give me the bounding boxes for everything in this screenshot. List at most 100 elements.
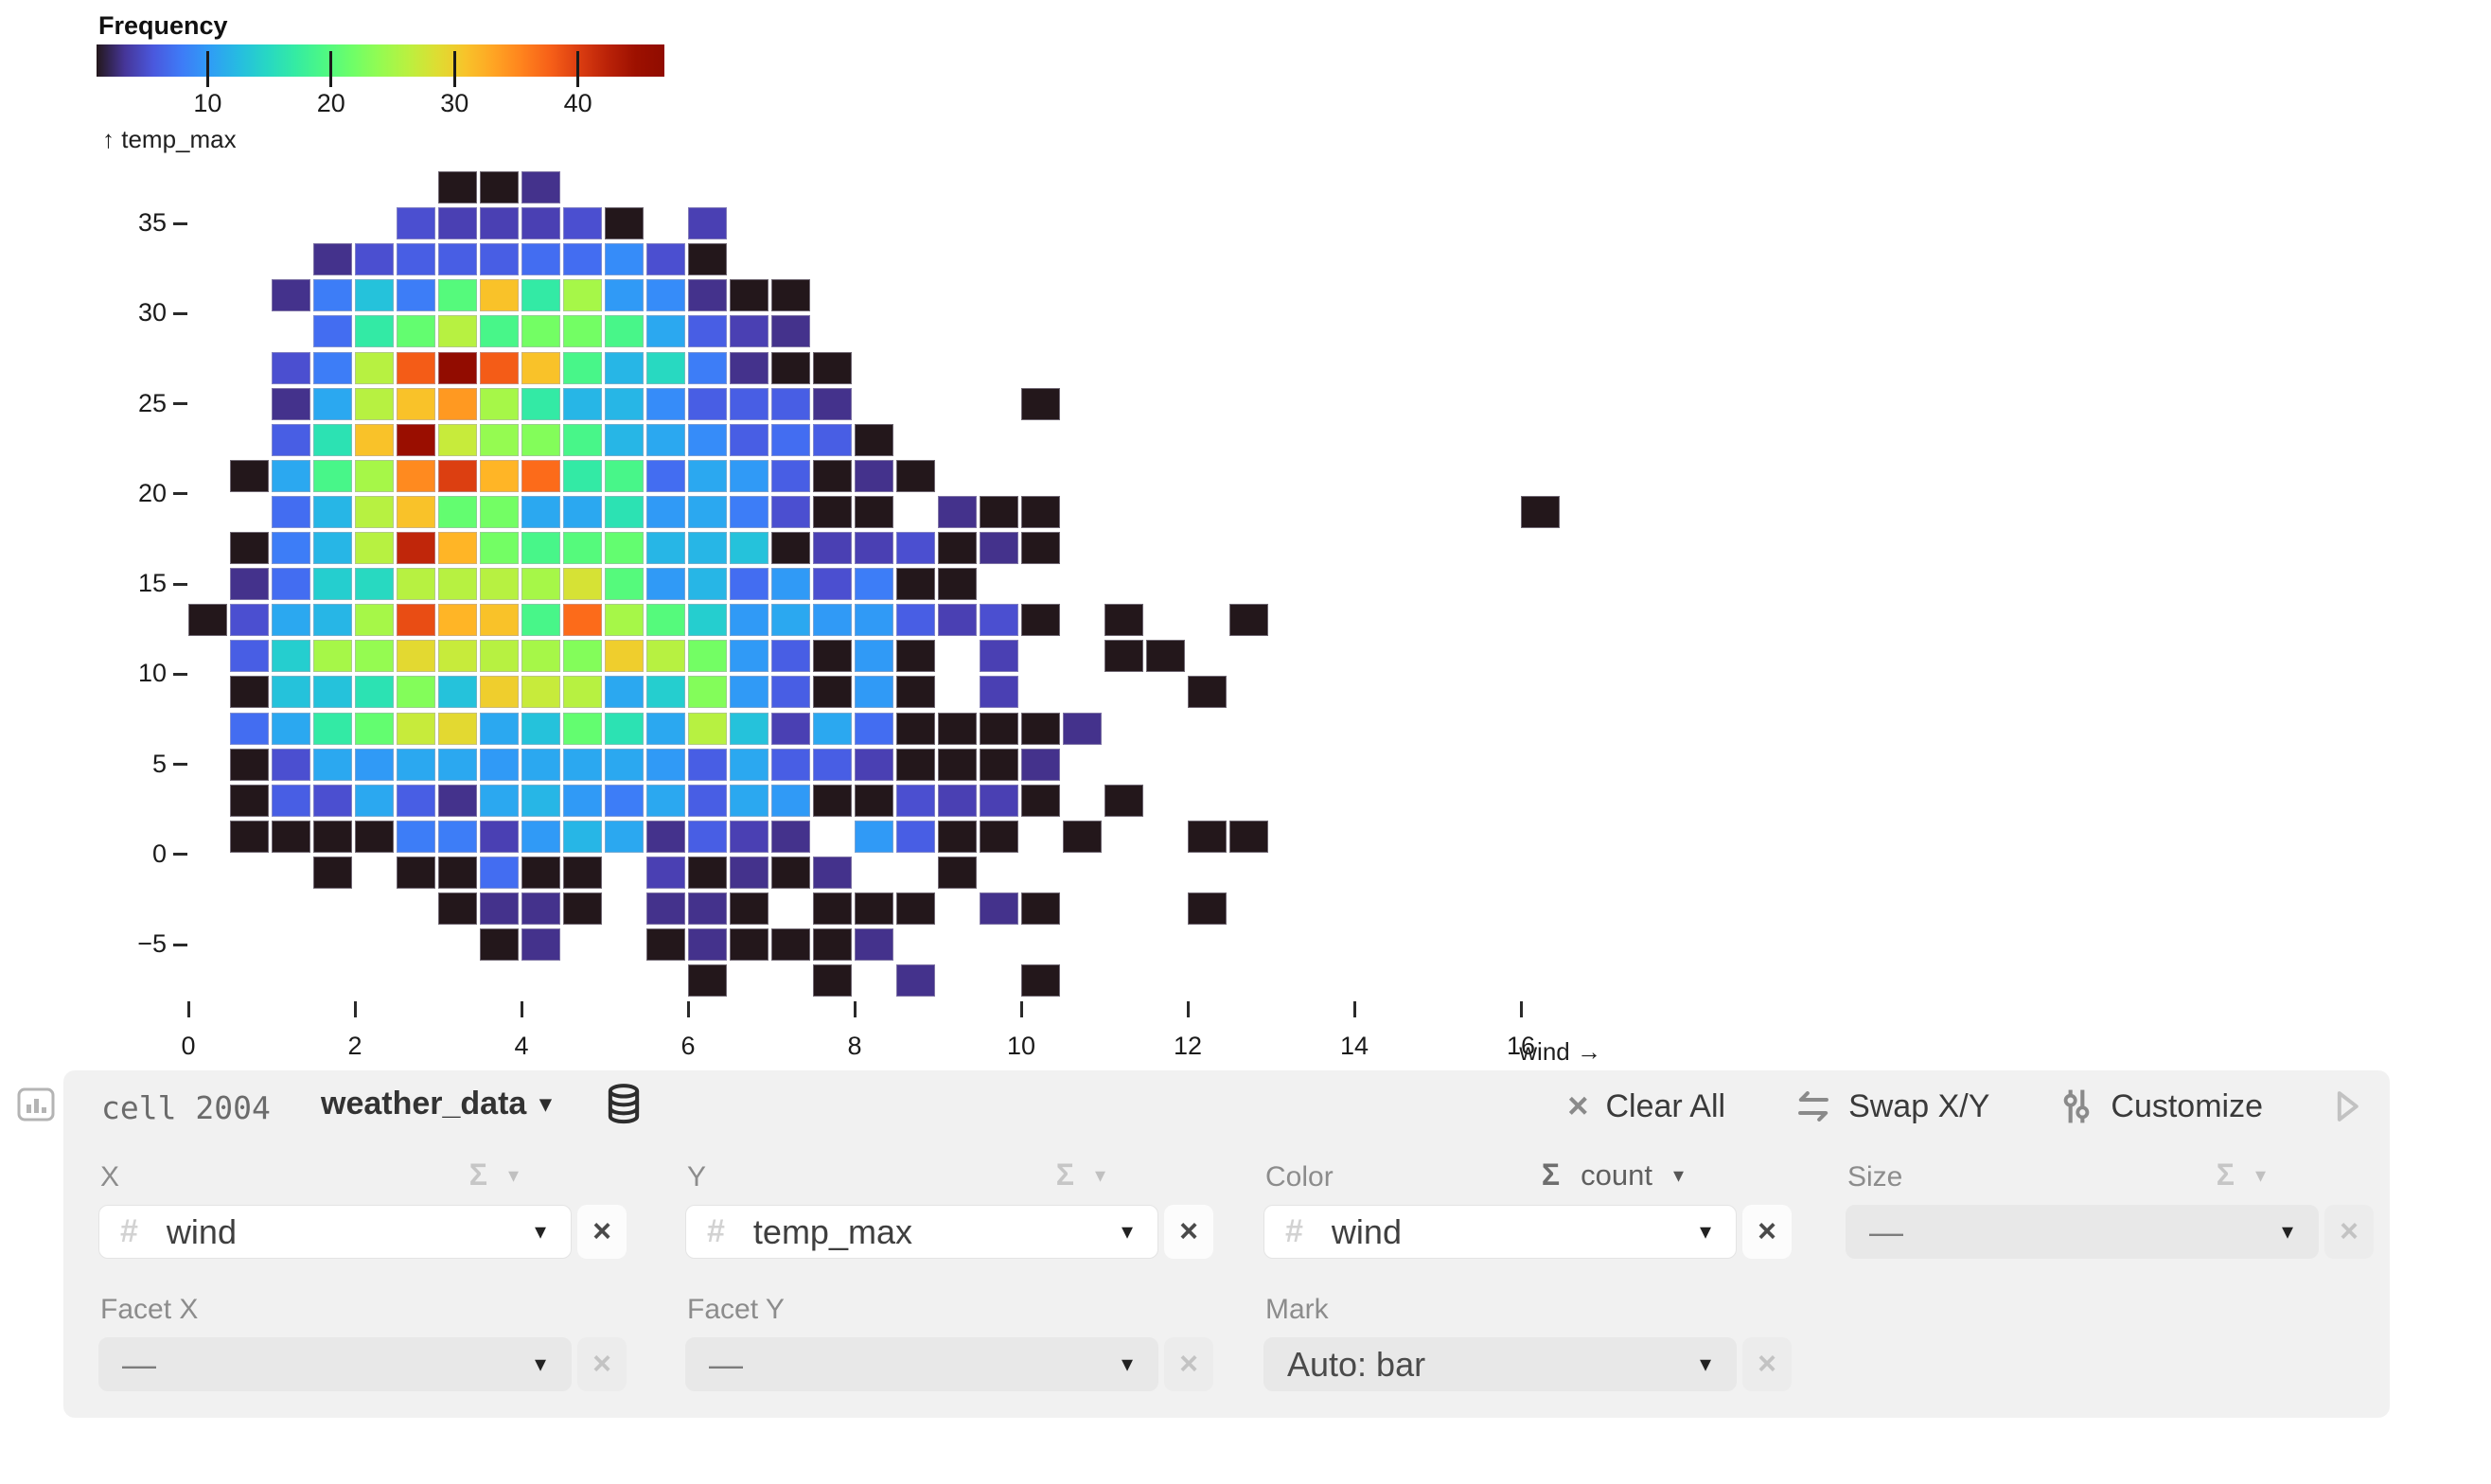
- heatmap-cell: [397, 568, 435, 601]
- heatmap-cell: [355, 712, 394, 745]
- heatmap-cell: [521, 892, 560, 925]
- facet-x-clear-button[interactable]: ×: [577, 1337, 627, 1391]
- heatmap-cell: [230, 532, 269, 564]
- toolbar-actions: × Clear All Swap X/Y: [1567, 1070, 2361, 1142]
- size-field-select[interactable]: — ▾: [1846, 1205, 2319, 1259]
- color-field-select[interactable]: # wind ▾: [1263, 1205, 1737, 1259]
- heatmap-cell: [480, 423, 519, 456]
- heatmap-cell: [272, 459, 310, 492]
- heatmap-cell: [688, 964, 727, 998]
- heatmap-cell: [355, 784, 394, 817]
- heatmap-cell: [313, 712, 352, 745]
- heatmap-cell: [605, 423, 644, 456]
- heatmap-cell: [272, 532, 310, 564]
- run-cell-button[interactable]: [2333, 1089, 2361, 1123]
- numeric-field-icon: #: [120, 1213, 138, 1249]
- facet-x-select[interactable]: — ▾: [98, 1337, 572, 1391]
- heatmap-cell: [313, 676, 352, 709]
- customize-button[interactable]: Customize: [2059, 1088, 2263, 1125]
- heatmap-cell: [980, 532, 1018, 564]
- mark-clear-button[interactable]: ×: [1742, 1337, 1792, 1391]
- legend-gradient-bar: [97, 44, 664, 77]
- heatmap-cell: [230, 748, 269, 781]
- x-tick-mark: [686, 1001, 690, 1017]
- sliders-icon: [2059, 1088, 2094, 1124]
- heatmap-cell: [688, 748, 727, 781]
- heatmap-cell: [438, 351, 477, 384]
- x-tick-mark: [520, 1001, 523, 1017]
- heatmap-cell: [397, 423, 435, 456]
- heatmap-cell: [813, 928, 852, 962]
- heatmap-cell: [438, 748, 477, 781]
- chevron-down-icon: ▾: [1699, 1218, 1711, 1245]
- heatmap-cell: [438, 784, 477, 817]
- heatmap-cell: [896, 892, 935, 925]
- heatmap-cell: [438, 604, 477, 637]
- heatmap-cell: [855, 459, 893, 492]
- heatmap-cell: [730, 640, 768, 673]
- color-clear-button[interactable]: ×: [1742, 1205, 1792, 1259]
- heatmap-cell: [397, 243, 435, 276]
- database-icon[interactable]: [605, 1082, 643, 1127]
- y-clear-button[interactable]: ×: [1164, 1205, 1213, 1259]
- heatmap-cell: [480, 892, 519, 925]
- y-tick-mark: [173, 311, 187, 315]
- heatmap-cell: [1021, 964, 1060, 998]
- facet-y-select[interactable]: — ▾: [685, 1337, 1158, 1391]
- y-tick-mark: [173, 221, 187, 225]
- heatmap-cell: [355, 459, 394, 492]
- heatmap-cell: [272, 640, 310, 673]
- heatmap-cell: [480, 207, 519, 240]
- x-tick-mark: [1019, 1001, 1023, 1017]
- chevron-down-icon: ▾: [1121, 1351, 1133, 1377]
- heatmap-cell: [438, 676, 477, 709]
- sigma-icon: Σ: [1055, 1157, 1074, 1192]
- chevron-down-icon: ▾: [1094, 1162, 1105, 1187]
- size-clear-button[interactable]: ×: [2324, 1205, 2374, 1259]
- aggregate-selector[interactable]: Σ ▾: [2217, 1157, 2266, 1192]
- x-clear-button[interactable]: ×: [577, 1205, 627, 1259]
- chevron-down-icon: ▾: [1121, 1218, 1133, 1245]
- heatmap-cell: [355, 676, 394, 709]
- heatmap-cell: [563, 784, 602, 817]
- heatmap-cell: [438, 820, 477, 853]
- heatmap-cell: [313, 315, 352, 348]
- aggregate-selector[interactable]: Σ ▾: [1056, 1157, 1105, 1192]
- clear-all-button[interactable]: × Clear All: [1567, 1086, 1726, 1126]
- heatmap-cell: [563, 568, 602, 601]
- heatmap-cell: [272, 279, 310, 312]
- heatmap-cell: [938, 532, 977, 564]
- heatmap-cell: [438, 568, 477, 601]
- y-field-select[interactable]: # temp_max ▾: [685, 1205, 1158, 1259]
- heatmap-cell: [771, 820, 810, 853]
- cell-chart-icon[interactable]: [17, 1087, 55, 1122]
- chevron-down-icon: ▾: [1699, 1351, 1711, 1377]
- aggregate-selector[interactable]: Σ ▾: [469, 1157, 519, 1192]
- legend-tick-label: 10: [193, 89, 222, 117]
- numeric-field-icon: #: [1285, 1213, 1303, 1249]
- aggregate-selector[interactable]: Σ count ▾: [1542, 1157, 1684, 1192]
- swap-xy-button[interactable]: Swap X/Y: [1795, 1088, 1989, 1125]
- cell-control-panel: cell 2004 weather_data ▾ × Clear All: [63, 1070, 2390, 1418]
- heatmap-cell: [521, 243, 560, 276]
- dataset-dropdown[interactable]: weather_data ▾: [321, 1086, 551, 1122]
- y-tick-mark: [173, 763, 187, 766]
- heatmap-cell: [1021, 748, 1060, 781]
- mark-select[interactable]: Auto: bar ▾: [1263, 1337, 1737, 1391]
- facet-y-clear-button[interactable]: ×: [1164, 1337, 1213, 1391]
- y-tick-label: 10: [137, 659, 167, 688]
- heatmap-cell: [813, 423, 852, 456]
- heatmap-cell: [855, 928, 893, 962]
- heatmap-cell: [480, 604, 519, 637]
- heatmap-cell: [230, 784, 269, 817]
- legend-title: Frequency: [98, 11, 228, 40]
- heatmap-cell: [521, 387, 560, 420]
- heatmap-cell: [646, 604, 685, 637]
- heatmap-cell: [938, 712, 977, 745]
- heatmap-cell: [480, 928, 519, 962]
- heatmap-cell: [397, 459, 435, 492]
- heatmap-cell: [313, 279, 352, 312]
- heatmap-cell: [563, 640, 602, 673]
- x-tick-label: 6: [680, 1032, 696, 1060]
- x-field-select[interactable]: # wind ▾: [98, 1205, 572, 1259]
